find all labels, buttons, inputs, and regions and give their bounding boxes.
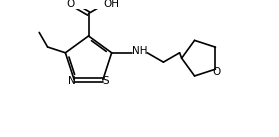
Text: OH: OH [104,0,119,9]
Text: O: O [66,0,74,9]
Text: N: N [68,76,75,86]
Text: NH: NH [132,46,148,56]
Text: O: O [212,67,220,77]
Text: S: S [102,76,109,86]
